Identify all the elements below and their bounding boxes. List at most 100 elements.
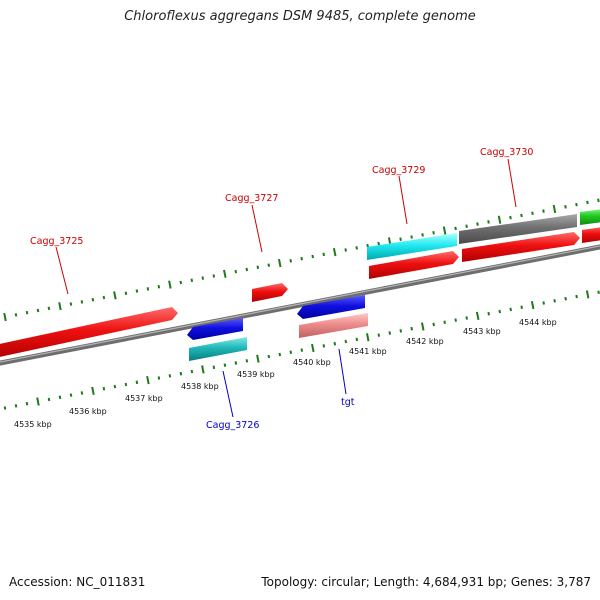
tgt-category-box[interactable] [299,313,368,338]
major-tick [91,386,95,395]
minor-tick [300,256,303,261]
cagg-3730-category-box[interactable] [459,214,577,244]
genome-backbone [0,244,600,366]
minor-tick [201,276,205,280]
minor-tick [289,259,292,263]
minor-tick [586,200,589,205]
gene-cagg-3727-arrow[interactable] [252,283,288,302]
minor-tick [377,241,380,246]
map-title: Chloroflexus aggregans DSM 9485, complet… [124,9,476,24]
tick-label-4543: 4543 kbp [463,327,501,336]
major-tick [530,301,535,310]
major-tick [113,291,117,300]
major-tick [366,333,370,342]
minor-tick [14,313,18,317]
minor-tick [179,280,183,285]
label-cagg-3725[interactable]: Cagg_3725 [30,236,83,247]
minor-tick [597,198,600,203]
label-cagg-3726[interactable]: Cagg_3726 [206,420,259,431]
major-tick [36,397,40,406]
minor-tick [245,359,249,363]
tick-label-4537: 4537 kbp [125,394,163,403]
reverse-strand-features [187,295,365,340]
minor-tick [190,369,194,374]
minor-tick [36,308,40,313]
minor-tick [454,226,457,231]
minor-tick [47,306,51,311]
gene-tgt-arrow[interactable] [297,295,365,319]
gene-cagg-3730-arrow[interactable] [462,232,580,262]
major-tick [3,312,7,322]
minor-tick [69,302,73,306]
minor-tick [410,235,413,239]
gene-cagg-3729-arrow[interactable] [369,251,459,279]
label-cagg-3730[interactable]: Cagg_3730 [480,147,533,158]
minor-tick [399,329,403,333]
tick-label-4536: 4536 kbp [69,407,107,416]
major-tick [585,290,590,299]
minor-tick [311,254,314,259]
gene-cagg-3725-arrow[interactable] [0,307,178,359]
tick-label-4541: 4541 kbp [349,347,387,356]
minor-tick [355,246,358,250]
tick-label-4542: 4542 kbp [406,337,444,346]
minor-tick [300,348,304,352]
minor-tick [267,263,271,267]
minor-tick [564,205,567,209]
major-tick [311,343,315,353]
gene-cagg-3726-arrow[interactable] [187,318,243,340]
label-cagg-3729[interactable]: Cagg_3729 [372,165,425,176]
minor-tick [168,374,172,378]
major-tick [146,376,150,385]
minor-tick [124,291,128,295]
minor-tick [267,354,271,359]
minor-tick [234,361,238,365]
minor-tick [14,404,18,408]
minor-tick [135,289,139,293]
label-tgt[interactable]: tgt [341,397,355,408]
tick-label-4540: 4540 kbp [293,358,331,367]
minor-tick [47,397,51,402]
tick-label-4539: 4539 kbp [237,370,275,379]
minor-tick [366,243,369,248]
major-tick [475,311,480,320]
gene-next-forward-arrow[interactable] [582,226,600,243]
label-leaders [55,158,517,418]
minor-tick [575,294,578,299]
minor-tick [377,333,381,337]
next-gene-category-box[interactable] [580,208,600,225]
minor-tick [509,215,512,220]
minor-tick [80,391,84,395]
major-tick [168,280,172,289]
minor-tick [421,233,424,237]
minor-tick [553,299,556,303]
minor-tick [388,331,392,335]
major-tick [332,248,337,257]
cagg-3729-category-box[interactable] [367,233,457,260]
reverse-category-features [189,313,368,361]
genome-summary-text: Topology: circular; Length: 4,684,931 bp… [261,575,591,589]
minor-tick [212,274,216,278]
major-tick [278,258,282,268]
minor-tick [157,284,161,289]
minor-tick [135,380,139,385]
minor-tick [399,237,402,241]
minor-tick [124,382,128,387]
major-tick [442,226,447,235]
cagg-3726-category-box[interactable] [189,337,247,361]
minor-tick [575,202,578,207]
minor-tick [520,305,523,309]
minor-tick [278,352,282,357]
reverse-tick-track [3,290,600,410]
major-tick [58,302,62,311]
minor-tick [322,344,326,348]
forward-strand-features [0,226,600,359]
minor-tick [509,307,512,312]
minor-tick [487,220,490,224]
label-cagg-3727[interactable]: Cagg_3727 [225,193,278,204]
minor-tick [465,224,468,228]
minor-tick [333,341,337,346]
position-tick-labels: 4535 kbp 4536 kbp 4537 kbp 4538 kbp 4539… [14,318,557,429]
minor-tick [113,384,117,389]
minor-tick [520,213,523,218]
